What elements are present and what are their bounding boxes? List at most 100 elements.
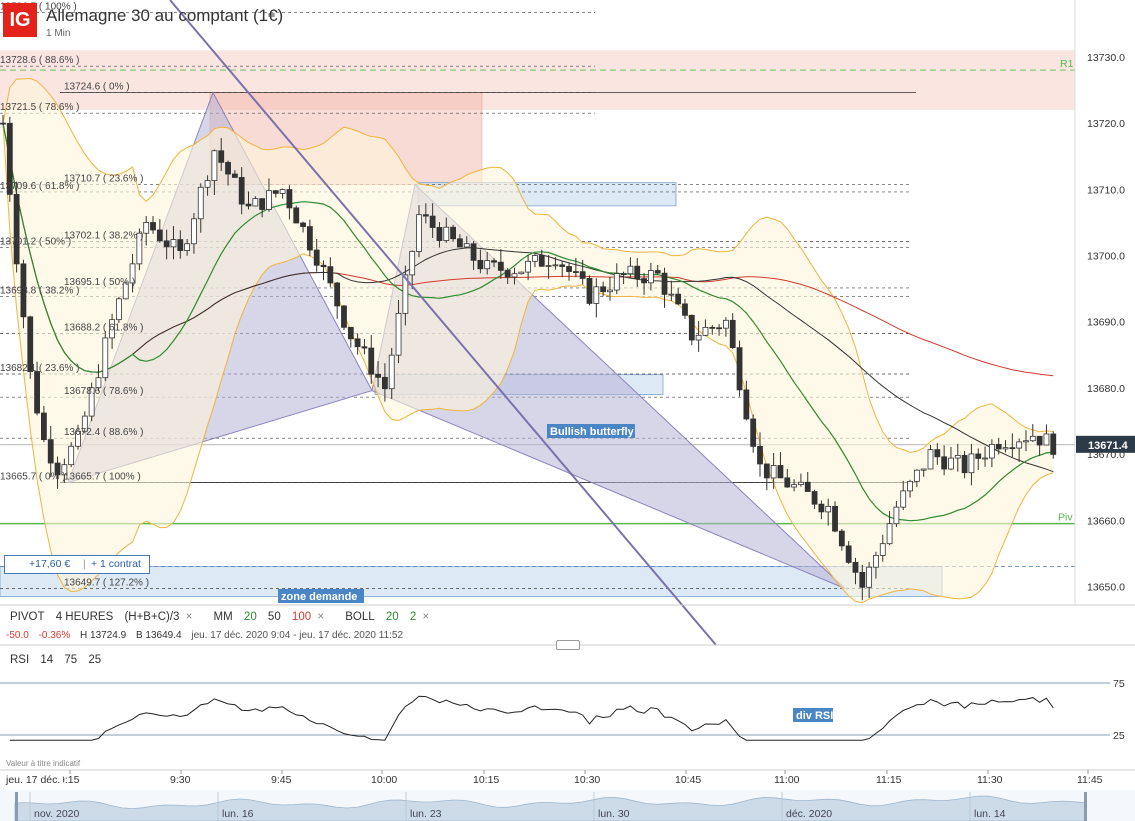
candle-body (272, 190, 279, 194)
remove-boll-icon[interactable]: × (422, 611, 430, 623)
candle (150, 216, 156, 234)
position-box[interactable]: +17,60 € | + 1 contrat (4, 555, 150, 574)
rsi-lower: 25 (88, 654, 102, 666)
navigator-handle-left (15, 792, 18, 821)
candle-body (961, 455, 968, 474)
candle (156, 219, 163, 243)
rsi-lower-label: 25 (1113, 730, 1125, 742)
candle (1036, 435, 1043, 456)
candle-body (306, 226, 313, 251)
fib-label: 13736.7 ( 100% ) (0, 2, 77, 13)
fib-label: 13709.6 ( 61.8% ) (0, 181, 80, 192)
pattern-label-background (547, 424, 635, 438)
candle (995, 437, 1002, 455)
candle-body (334, 282, 341, 307)
candle (948, 446, 954, 471)
candle-body (811, 491, 818, 505)
candle-body (893, 506, 900, 525)
candle-body (443, 226, 450, 241)
candle-body (266, 190, 272, 210)
boll-indicator-name[interactable]: BOLL (345, 611, 375, 623)
candle (361, 339, 368, 355)
candle-body (613, 273, 620, 291)
fib-label: 13665.7 ( 100% ) (64, 472, 141, 483)
candle (716, 324, 722, 336)
candle (279, 188, 286, 199)
candle-body (122, 282, 129, 300)
session-range: jeu. 17 déc. 2020 9:04 - jeu. 17 déc. 20… (191, 630, 404, 641)
candle (395, 300, 402, 364)
candle (750, 414, 757, 453)
candle-body (436, 227, 443, 241)
candle-body (545, 265, 552, 267)
candle-body (88, 387, 95, 417)
navigator[interactable]: nov. 2020 lun. 16 lun. 23 lun. 30 déc. 2020 l… (14, 792, 1087, 821)
demand-zone-label: zone demande (281, 591, 357, 603)
candle (61, 458, 68, 483)
candle (647, 262, 654, 291)
candle-body (1029, 435, 1036, 442)
candle-body (95, 377, 102, 389)
candle-body (252, 198, 259, 207)
candle-body (504, 269, 511, 278)
fib-label: 13693.8 ( 38.2% ) (0, 286, 80, 297)
pane-resize-handle[interactable] (556, 640, 580, 650)
time-tick-label: 11:15 (876, 774, 902, 786)
candle-body (6, 122, 13, 195)
candle (627, 257, 634, 279)
candle-body (231, 173, 238, 178)
candle-body (354, 338, 361, 348)
candle-body (920, 468, 927, 471)
candle-body (450, 226, 457, 240)
candle-body (736, 347, 743, 391)
candle-body (116, 298, 122, 321)
price-tick-label: 13710.0 (1087, 184, 1125, 196)
candle (668, 280, 675, 301)
candle (225, 160, 231, 186)
current-price-label: 13671.4 (1088, 440, 1129, 452)
resistance-zone (0, 50, 1075, 110)
candle-body (1023, 440, 1029, 443)
candle-body (641, 278, 647, 284)
candle (136, 228, 143, 271)
candle (1023, 430, 1029, 452)
candle-body (982, 457, 988, 460)
downtrend-line (169, 0, 717, 646)
remove-pivot-icon[interactable]: × (185, 611, 193, 623)
candle-body (129, 263, 136, 284)
candle-body (600, 286, 607, 293)
candle (327, 257, 334, 287)
fib-label: 13672.4 ( 88.6% ) (64, 427, 144, 438)
rsi-name[interactable]: RSI (10, 654, 30, 666)
candle-body (13, 193, 20, 265)
remove-ma-icon[interactable]: × (317, 611, 325, 623)
fib-label: 13695.1 ( 50% ) (64, 277, 135, 288)
ma-indicator-name[interactable]: MM (213, 611, 233, 623)
candle-body (586, 278, 593, 304)
candle-body (429, 215, 436, 228)
candle (252, 196, 259, 207)
candle (429, 203, 436, 238)
pivot-indicator-name[interactable]: PIVOT (10, 611, 45, 623)
candle-body (279, 189, 286, 194)
candle (88, 382, 95, 422)
candle-body (798, 481, 804, 486)
candle (409, 250, 416, 290)
candle-body (770, 465, 777, 479)
candle (286, 185, 293, 220)
candle-body (143, 222, 150, 234)
candle-body (286, 189, 293, 209)
candle-body (900, 490, 907, 508)
candle-body (1043, 433, 1050, 446)
candle-body (757, 445, 763, 465)
candle (347, 326, 354, 348)
time-tick-label: 10:45 (675, 774, 701, 786)
candle (320, 260, 327, 281)
candle (763, 463, 770, 491)
demand-zone-label-background (278, 589, 364, 603)
candle (463, 236, 470, 248)
candle-body (518, 271, 525, 275)
candle (688, 314, 695, 346)
candle (68, 442, 75, 468)
